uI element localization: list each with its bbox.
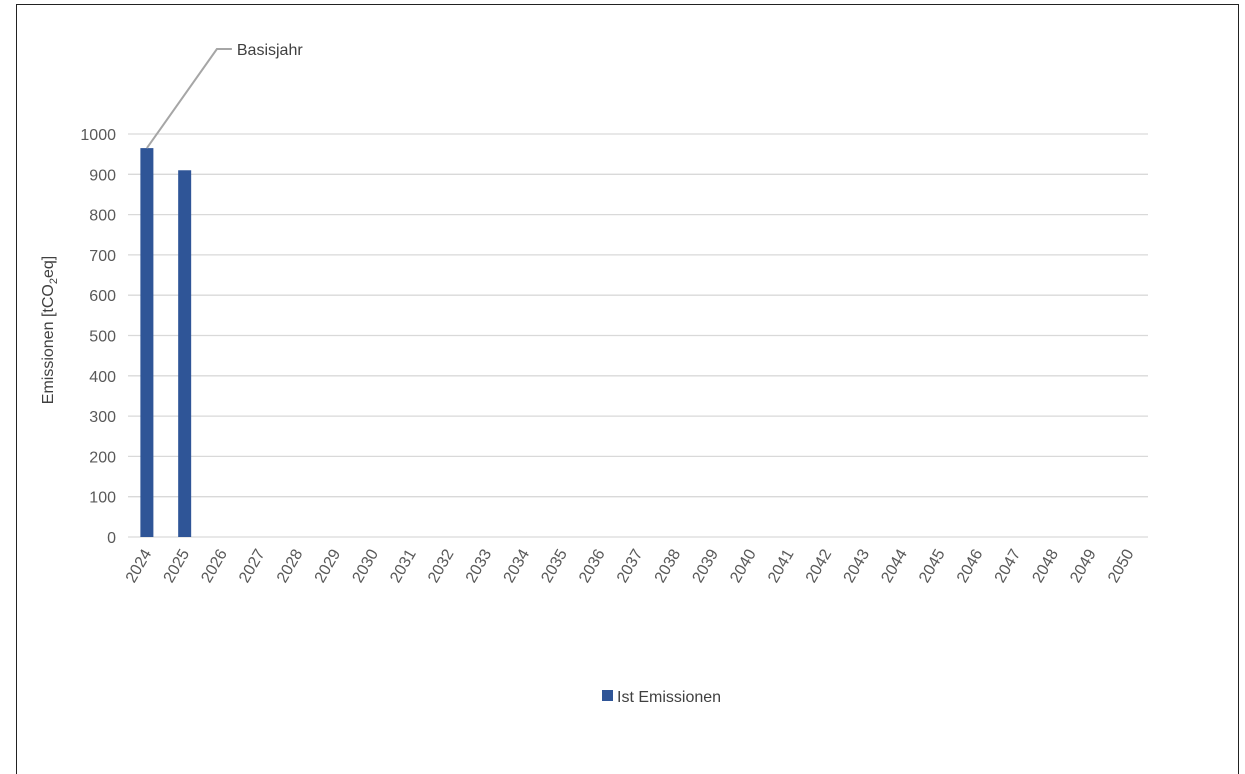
- annotation: Basisjahr: [146, 42, 303, 149]
- x-tick-label: 2045: [916, 546, 949, 585]
- x-tick-label: 2029: [312, 546, 345, 585]
- y-tick-label: 400: [89, 369, 116, 386]
- y-tick-label: 200: [89, 449, 116, 466]
- x-tick-label: 2048: [1030, 546, 1063, 585]
- x-tick-label: 2025: [161, 546, 194, 585]
- y-tick-label: 800: [89, 208, 116, 225]
- x-tick-label: 2039: [690, 546, 723, 585]
- y-tick-label: 700: [89, 248, 116, 265]
- x-tick-label: 2037: [614, 546, 647, 585]
- y-tick-label: 0: [107, 530, 116, 547]
- y-axis-title: Emissionen [tCO2eq]: [40, 256, 60, 404]
- x-tick-label: 2034: [501, 546, 534, 585]
- x-tick-label: 2042: [803, 546, 836, 585]
- bars: [140, 148, 192, 538]
- x-tick-label: 2031: [387, 546, 420, 585]
- x-tick-label: 2044: [878, 546, 911, 585]
- y-axis-title-tail: eq]: [40, 256, 57, 278]
- x-tick-label: 2026: [198, 546, 231, 585]
- x-tick-label: 2024: [123, 546, 156, 585]
- bar-2024: [140, 148, 154, 538]
- annotation-leader-line: [146, 48, 232, 149]
- chart-frame: [16, 4, 1239, 774]
- y-tick-label: 600: [89, 288, 116, 305]
- x-tick-label: 2041: [765, 546, 798, 585]
- x-tick-label: 2049: [1067, 546, 1100, 585]
- y-tick-label: 300: [89, 409, 116, 426]
- legend-label-ist-emissionen: Ist Emissionen: [617, 689, 721, 706]
- y-tick-label: 900: [89, 167, 116, 184]
- x-axis-ticks: 2024 2025 2026 2027 2028 2029 2030 2031 2032 2033…: [123, 546, 1138, 585]
- x-tick-label: 2047: [992, 546, 1025, 585]
- x-tick-label: 2043: [841, 546, 874, 585]
- legend: Ist Emissionen: [602, 689, 721, 706]
- y-axis-title-subscript: 2: [48, 278, 60, 284]
- y-tick-label: 500: [89, 329, 116, 346]
- x-tick-label: 2040: [727, 546, 760, 585]
- x-tick-label: 2030: [350, 546, 383, 585]
- gridlines: [128, 133, 1148, 538]
- bar-2025: [178, 170, 192, 537]
- x-tick-label: 2038: [652, 546, 685, 585]
- annotation-label: Basisjahr: [237, 42, 303, 59]
- y-axis-ticks: 0 100 200 300 400 500 600 700 800 900 1000: [80, 127, 116, 547]
- x-tick-label: 2028: [274, 546, 307, 585]
- x-tick-label: 2046: [954, 546, 987, 585]
- y-tick-label: 1000: [80, 127, 116, 144]
- y-tick-label: 100: [89, 490, 116, 507]
- x-tick-label: 2035: [538, 546, 571, 585]
- x-tick-label: 2050: [1105, 546, 1138, 585]
- y-axis-title-main: Emissionen [tCO: [40, 284, 57, 404]
- x-tick-label: 2036: [576, 546, 609, 585]
- x-tick-label: 2027: [236, 546, 269, 585]
- legend-swatch: [602, 690, 613, 701]
- x-tick-label: 2033: [463, 546, 496, 585]
- x-tick-label: 2032: [425, 546, 458, 585]
